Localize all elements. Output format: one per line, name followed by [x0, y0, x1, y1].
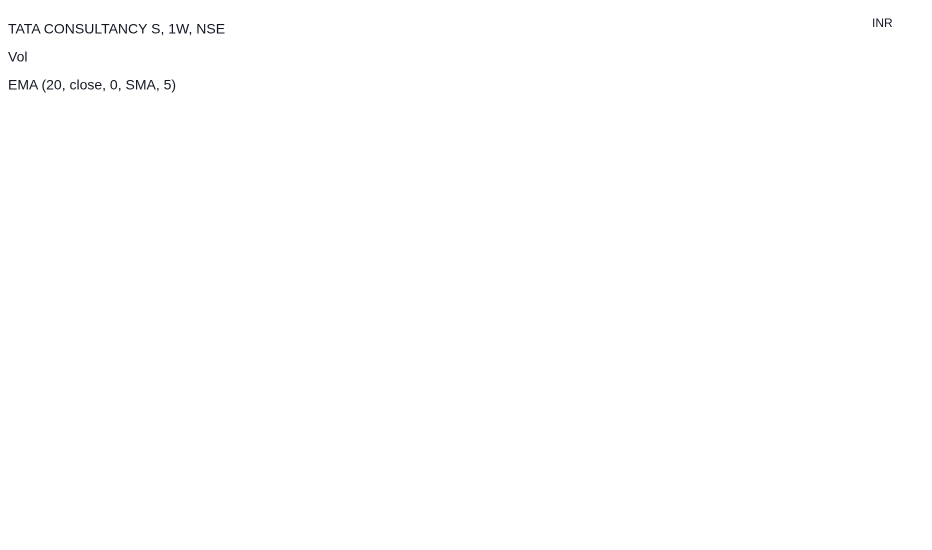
- indicator-label: EMA (20, close, 0, SMA, 5): [8, 77, 176, 93]
- currency: INR: [872, 16, 893, 30]
- indicator-label: Vol: [8, 49, 27, 65]
- chart-title: TATA CONSULTANCY S, 1W, NSE: [8, 21, 225, 37]
